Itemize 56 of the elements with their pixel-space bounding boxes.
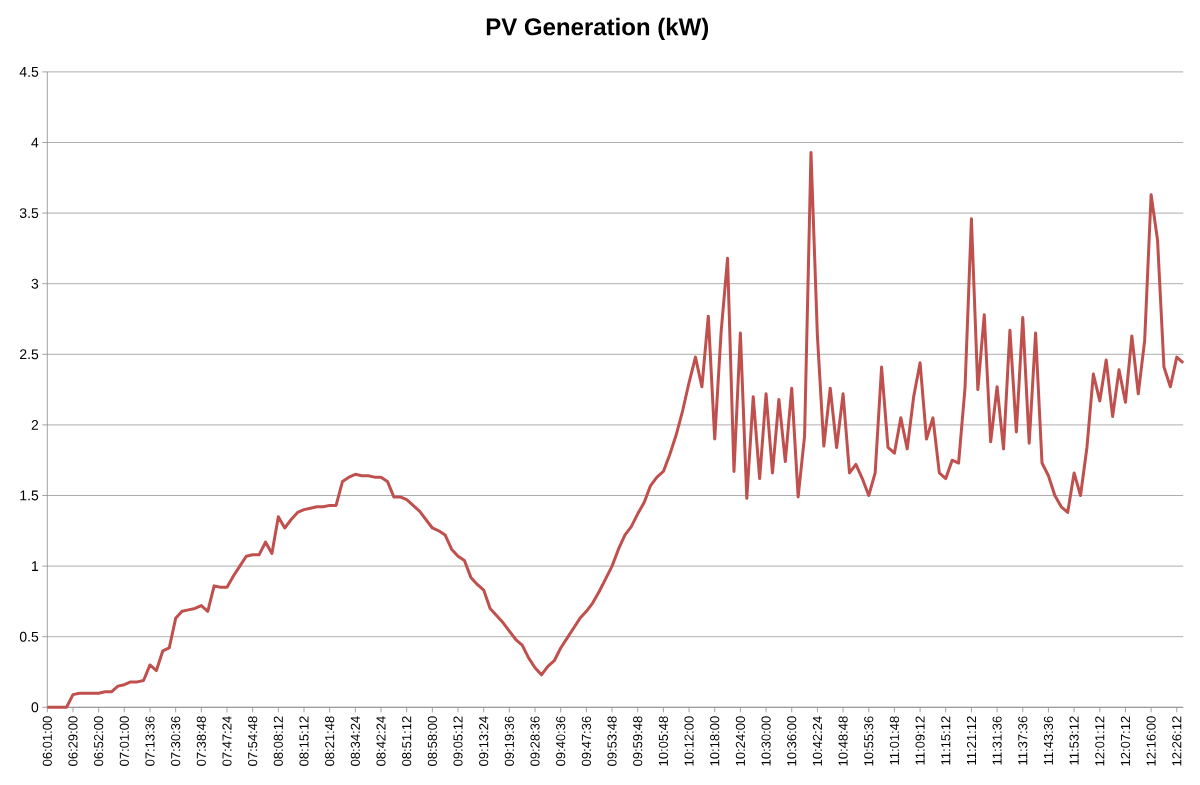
x-tick-label: 10:05:48 xyxy=(658,716,668,766)
x-tick-label: 12:26:12 xyxy=(1172,716,1182,766)
x-tick-label: 09:53:48 xyxy=(607,716,617,766)
x-tick-label: 11:15:12 xyxy=(941,716,951,765)
x-tick-label: 09:47:36 xyxy=(581,716,591,766)
x-tick-label: 07:47:24 xyxy=(222,716,232,766)
x-tick-label: 07:30:36 xyxy=(171,716,181,766)
x-tick-label: 10:18:00 xyxy=(710,716,720,766)
y-tick-label: 3 xyxy=(31,278,39,289)
x-tick-label: 11:43:36 xyxy=(1043,716,1054,765)
x-tick-label: 08:34:24 xyxy=(350,716,360,766)
y-tick-label: 0 xyxy=(31,702,39,713)
x-tick-label: 08:15:12 xyxy=(299,716,309,766)
y-tick-label: 1.5 xyxy=(20,490,39,501)
x-tick-label: 10:48:48 xyxy=(838,716,848,766)
y-tick-label: 4.5 xyxy=(19,67,39,77)
x-tick-label: 11:37:36 xyxy=(1018,716,1028,765)
x-tick-label: 07:01:00 xyxy=(119,716,129,766)
x-tick-label: 11:21:12 xyxy=(966,716,976,765)
x-tick-label: 10:24:00 xyxy=(735,716,745,766)
y-tick-label: 3.5 xyxy=(19,208,39,219)
x-tick-label: 06:29:00 xyxy=(68,716,78,766)
x-tick-label: 08:42:24 xyxy=(376,716,386,766)
x-tick-label: 12:07:12 xyxy=(1120,716,1131,766)
x-tick-label: 10:30:00 xyxy=(761,716,771,766)
x-tick-label: 12:01:12 xyxy=(1095,716,1105,766)
x-tick-label: 09:05:12 xyxy=(453,716,463,766)
x-tick-label: 06:01:00 xyxy=(42,716,52,766)
y-tick-label: 2 xyxy=(31,420,39,430)
x-tick-label: 11:31:36 xyxy=(992,716,1002,765)
x-tick-label: 09:19:36 xyxy=(504,716,514,766)
x-tick-label: 07:54:48 xyxy=(248,716,258,766)
x-tick-label: 07:13:36 xyxy=(145,716,155,766)
x-tick-label: 10:42:24 xyxy=(812,716,822,766)
y-tick-label: 1 xyxy=(32,561,39,571)
x-tick-label: 12:16:00 xyxy=(1146,716,1156,766)
x-tick-label: 11:01:48 xyxy=(889,716,900,765)
x-tick-label: 08:21:48 xyxy=(325,716,335,766)
x-tick-label: 09:59:48 xyxy=(633,716,643,766)
y-tick-label: 0.5 xyxy=(19,631,39,642)
x-tick-label: 06:52:00 xyxy=(94,716,104,766)
x-tick-label: 08:58:00 xyxy=(427,716,437,766)
x-tick-label: 09:40:36 xyxy=(556,716,566,766)
x-tick-label: 07:38:48 xyxy=(196,716,206,766)
y-tick-label: 4 xyxy=(31,137,39,148)
x-tick-label: 10:55:36 xyxy=(864,716,874,766)
chart-title: PV Generation (kW) xyxy=(486,17,709,41)
y-tick-label: 2.5 xyxy=(20,349,39,360)
x-tick-label: 10:36:00 xyxy=(787,716,797,766)
x-tick-label: 09:28:36 xyxy=(530,716,540,766)
x-tick-label: 08:51:12 xyxy=(402,716,412,766)
x-tick-label: 10:12:00 xyxy=(684,716,694,766)
x-tick-label: 11:09:12 xyxy=(915,716,925,765)
x-tick-label: 08:08:12 xyxy=(273,716,283,766)
x-tick-label: 09:13:24 xyxy=(479,716,489,766)
x-tick-label: 11:53:12 xyxy=(1069,716,1079,765)
